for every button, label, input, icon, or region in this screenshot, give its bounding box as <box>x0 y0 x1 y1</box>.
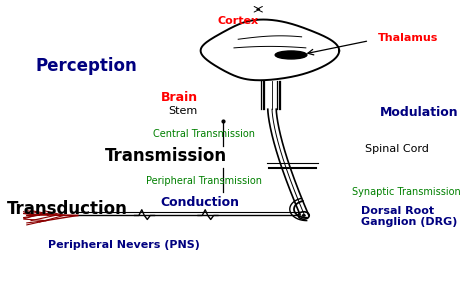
Circle shape <box>301 214 306 217</box>
Text: Brain: Brain <box>160 91 198 104</box>
Text: Transmission: Transmission <box>105 147 228 165</box>
Text: Ganglion (DRG): Ganglion (DRG) <box>361 217 457 227</box>
Text: Central Transmission: Central Transmission <box>154 129 255 139</box>
Ellipse shape <box>275 51 307 59</box>
Text: Spinal Cord: Spinal Cord <box>365 144 429 154</box>
Text: Dorsal Root: Dorsal Root <box>361 205 434 216</box>
Text: Stem: Stem <box>169 106 198 116</box>
Text: Thalamus: Thalamus <box>378 33 438 43</box>
Text: Peripheral Nevers (PNS): Peripheral Nevers (PNS) <box>48 240 200 250</box>
Text: Modulation: Modulation <box>380 106 458 119</box>
Text: Conduction: Conduction <box>161 195 240 209</box>
Text: Perception: Perception <box>35 57 137 75</box>
Text: Cortex: Cortex <box>218 16 259 26</box>
Text: Peripheral Transmission: Peripheral Transmission <box>146 176 263 186</box>
Text: Synaptic Transmission: Synaptic Transmission <box>352 187 461 197</box>
Text: Transduction: Transduction <box>7 200 128 218</box>
